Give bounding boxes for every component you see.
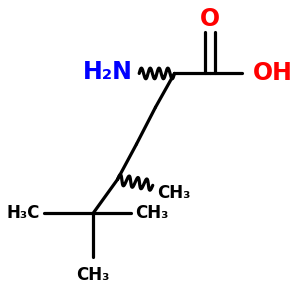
Text: CH₃: CH₃: [157, 184, 190, 202]
Text: OH: OH: [253, 61, 293, 85]
Text: H₂N: H₂N: [82, 60, 132, 84]
Text: CH₃: CH₃: [135, 204, 169, 222]
Text: H₃C: H₃C: [7, 204, 40, 222]
Text: CH₃: CH₃: [76, 266, 110, 284]
Text: O: O: [200, 7, 220, 31]
